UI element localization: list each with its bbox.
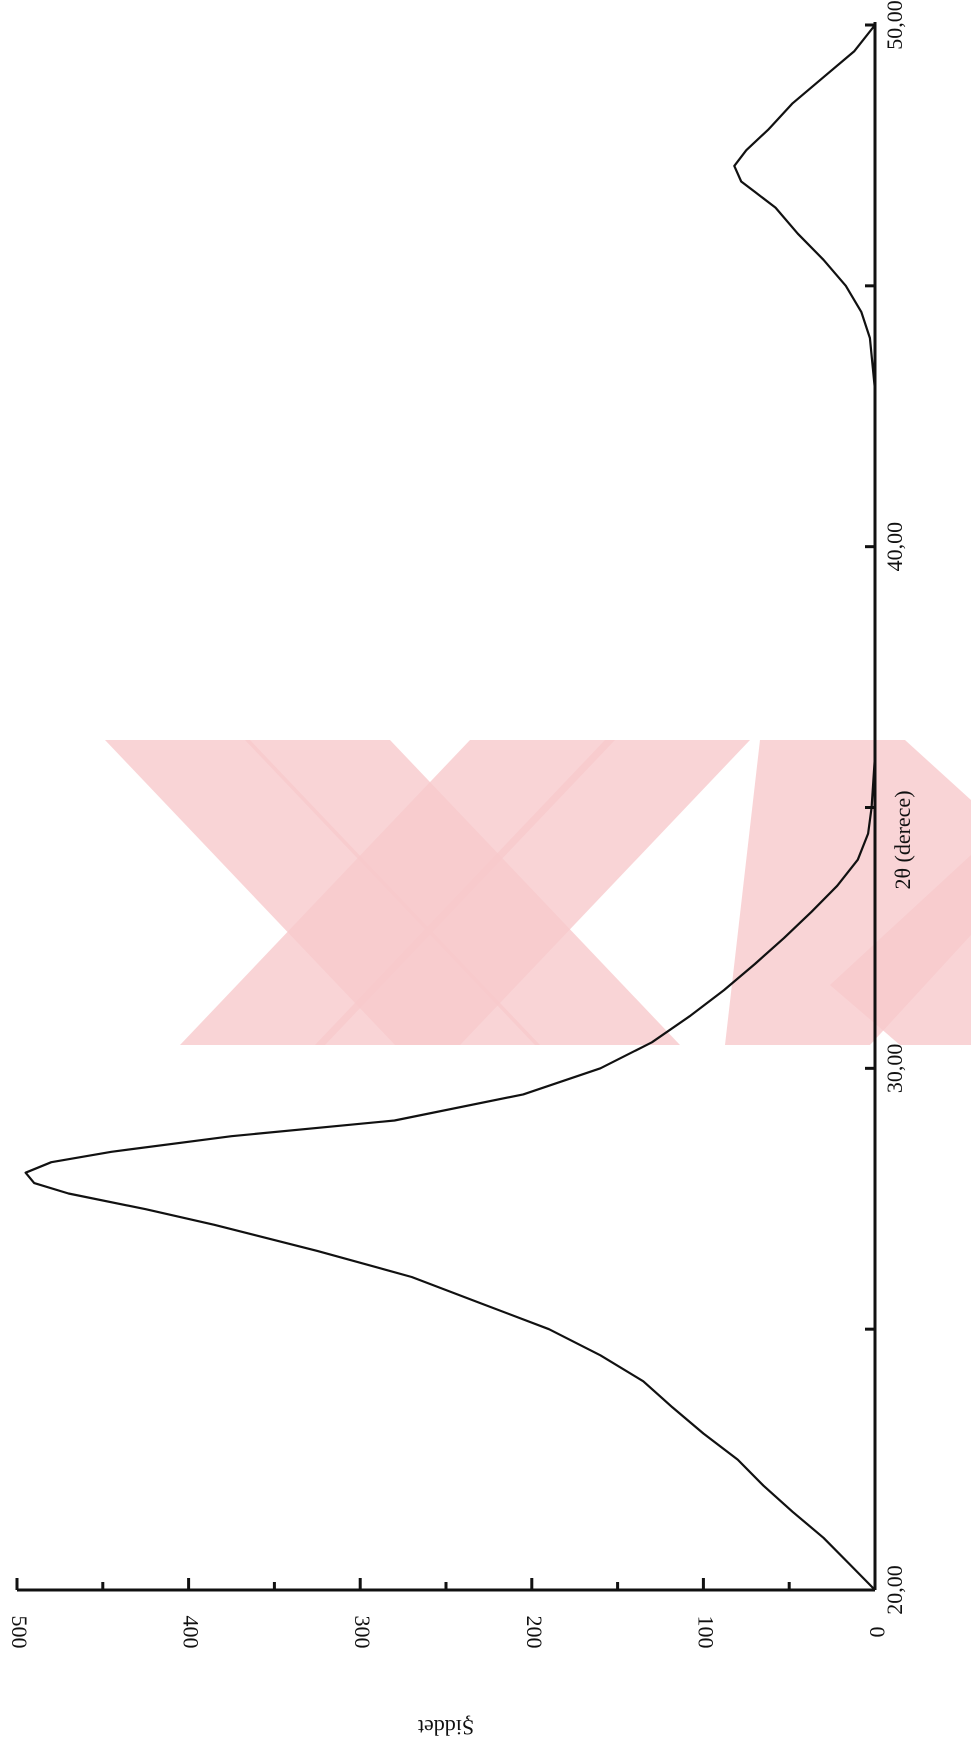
y-tick-label: 500 — [7, 1616, 32, 1649]
y-tick-label: 100 — [693, 1616, 718, 1649]
y-tick-label: 200 — [522, 1616, 547, 1649]
y-axis-title: Şiddet — [418, 1715, 474, 1740]
x-axis-title: 2θ (derece) — [890, 790, 915, 889]
x-tick-label: 30,00 — [882, 1044, 907, 1094]
x-tick-label: 40,00 — [882, 522, 907, 572]
x-tick-label: 20,00 — [882, 1565, 907, 1615]
y-tick-label: 400 — [179, 1616, 204, 1649]
y-tick-label: 300 — [350, 1616, 375, 1649]
watermark-logo — [105, 740, 971, 1045]
y-tick-label: 0 — [865, 1627, 890, 1638]
x-tick-label: 50,00 — [882, 0, 907, 50]
